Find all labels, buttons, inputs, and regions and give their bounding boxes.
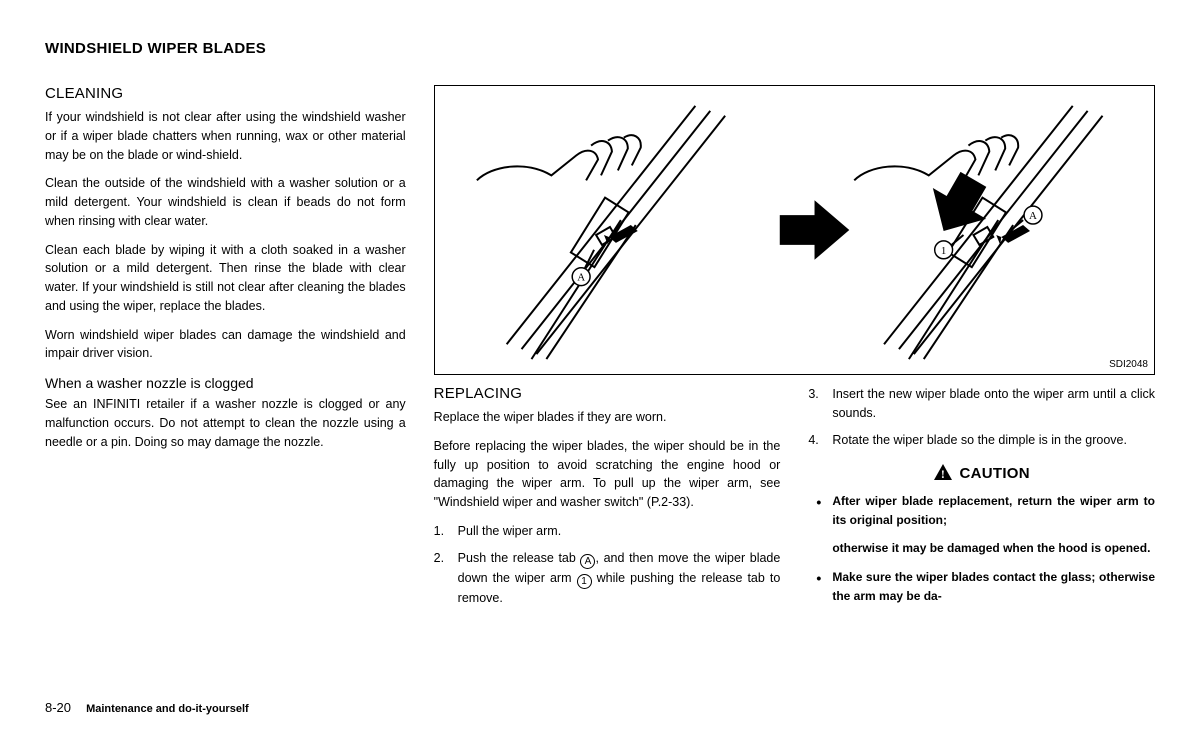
middle-column: REPLACING Replace the wiper blades if th…	[434, 385, 781, 615]
nozzle-heading: When a washer nozzle is clogged	[45, 375, 406, 391]
step-3: 3. Insert the new wiper blade onto the w…	[808, 385, 1155, 423]
replacing-p2: Before replacing the wiper blades, the w…	[434, 437, 781, 512]
circled-1-inline: 1	[577, 574, 592, 589]
cleaning-p4: Worn windshield wiper blades can damage …	[45, 326, 406, 364]
step-2-text-a: Push the release tab	[458, 551, 581, 565]
svg-text:!: !	[941, 467, 945, 481]
wiper-diagram: A	[435, 86, 1154, 374]
step-1: 1. Pull the wiper arm.	[434, 522, 781, 541]
chapter-name: Maintenance and do-it-yourself	[86, 703, 249, 715]
marker-a-right: A	[1029, 210, 1037, 222]
figure-box: A	[434, 85, 1155, 375]
caution-box: ! CAUTION After wiper blade replacement,…	[808, 463, 1155, 605]
figure-label: SDI2048	[1109, 359, 1148, 370]
step-4-text: Rotate the wiper blade so the dimple is …	[832, 433, 1127, 447]
caution-item-2: Make sure the wiper blades contact the g…	[808, 568, 1155, 605]
nozzle-p: See an INFINITI retailer if a washer noz…	[45, 395, 406, 451]
replacing-p1: Replace the wiper blades if they are wor…	[434, 408, 781, 427]
step-2: 2. Push the release tab A, and then move…	[434, 549, 781, 608]
caution-list: After wiper blade replacement, return th…	[808, 492, 1155, 605]
step-3-num: 3.	[808, 385, 818, 404]
caution-1b: otherwise it may be damaged when the hoo…	[832, 541, 1150, 555]
cleaning-p3: Clean each blade by wiping it with a clo…	[45, 241, 406, 316]
steps-list-b: 3. Insert the new wiper blade onto the w…	[808, 385, 1155, 449]
step-1-text: Pull the wiper arm.	[458, 524, 562, 538]
page-title: WINDSHIELD WIPER BLADES	[45, 40, 1155, 57]
caution-heading-text: CAUTION	[959, 465, 1029, 482]
page-footer: 8-20 Maintenance and do-it-yourself	[45, 700, 249, 715]
below-figure-columns: REPLACING Replace the wiper blades if th…	[434, 385, 1155, 615]
caution-1a: After wiper blade replacement, return th…	[832, 494, 1155, 527]
step-4: 4. Rotate the wiper blade so the dimple …	[808, 431, 1155, 450]
steps-list-a: 1. Pull the wiper arm. 2. Push the relea…	[434, 522, 781, 608]
page-number: 8-20	[45, 700, 71, 715]
cleaning-heading: CLEANING	[45, 85, 406, 102]
replacing-heading: REPLACING	[434, 385, 781, 402]
marker-1-right: 1	[941, 245, 946, 257]
step-4-num: 4.	[808, 431, 818, 450]
caution-item-1: After wiper blade replacement, return th…	[808, 492, 1155, 558]
step-1-num: 1.	[434, 522, 444, 541]
main-columns: CLEANING If your windshield is not clear…	[45, 85, 1155, 615]
caution-header: ! CAUTION	[808, 463, 1155, 482]
step-3-text: Insert the new wiper blade onto the wipe…	[832, 387, 1155, 420]
step-2-num: 2.	[434, 549, 444, 568]
left-column: CLEANING If your windshield is not clear…	[45, 85, 406, 615]
cleaning-p1: If your windshield is not clear after us…	[45, 108, 406, 164]
cleaning-p2: Clean the outside of the windshield with…	[45, 174, 406, 230]
warning-icon: !	[933, 463, 953, 481]
marker-a-left: A	[577, 272, 585, 284]
right-column: 3. Insert the new wiper blade onto the w…	[808, 385, 1155, 615]
circled-a-inline: A	[580, 554, 595, 569]
right-area: A	[434, 85, 1155, 615]
